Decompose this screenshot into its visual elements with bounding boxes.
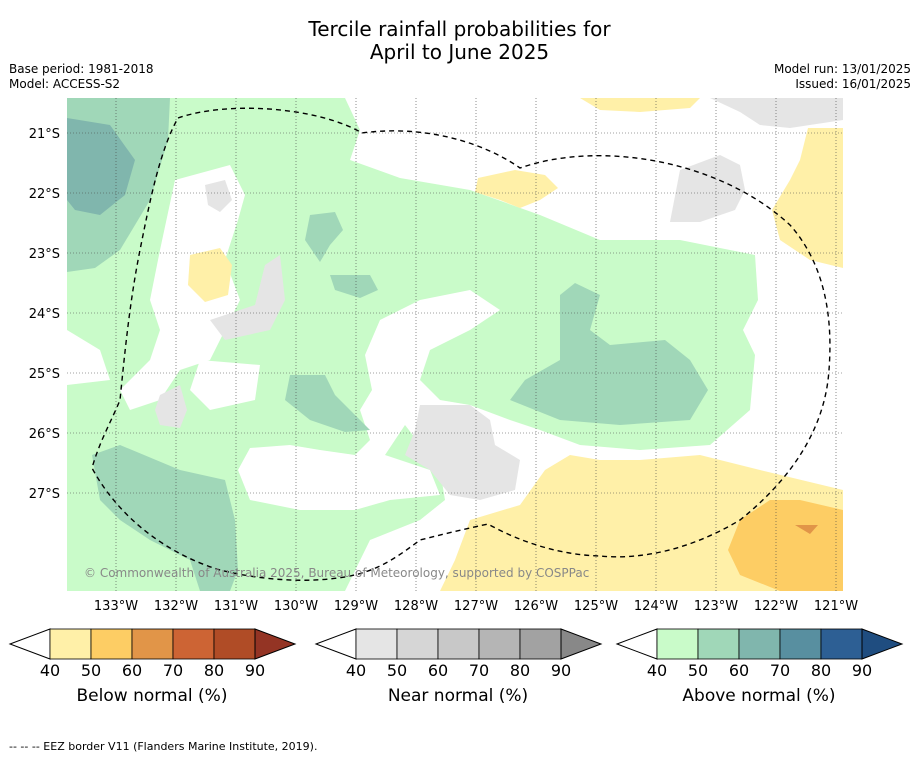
lon-label: 129°W [334,599,378,614]
colorbar-tick: 80 [204,661,224,680]
colorbar-above-normal: 40 50 60 70 80 90 [615,628,904,680]
lon-label: 126°W [514,599,558,614]
colorbar-swatch [131,628,174,660]
title-line-1: Tercile rainfall probabilities for [308,17,611,41]
colorbar-swatch [437,628,480,660]
colorbar-tick: 50 [81,661,101,680]
colorbar-swatch [478,628,521,660]
lon-label: 131°W [214,599,258,614]
colorbar-tick: 50 [688,661,708,680]
map-gridlines [67,98,843,591]
lon-label: 123°W [694,599,738,614]
lat-label: 23°S [29,247,60,262]
eez-footnote: -- -- -- EEZ border V11 (Flanders Marine… [9,740,318,753]
colorbar-swatch [519,628,562,660]
copyright-text: © Commonwealth of Australia 2025, Bureau… [84,566,589,580]
base-period: Base period: 1981-2018 [9,62,154,76]
lon-label: 121°W [814,599,858,614]
lon-label: 127°W [454,599,498,614]
colorbar-max-extend [560,628,603,660]
colorbar-swatch [738,628,781,660]
colorbar-tick: 60 [428,661,448,680]
issued-date: Issued: 16/01/2025 [795,77,911,91]
colorbar-tick: 40 [40,661,60,680]
colorbar-tick: 90 [551,661,571,680]
map-title: Tercile rainfall probabilities for April… [0,18,919,64]
lat-label: 21°S [29,127,60,142]
lat-label: 24°S [29,307,60,322]
lon-label: 133°W [94,599,138,614]
colorbar-tick: 70 [469,661,489,680]
colorbar-swatch [172,628,215,660]
colorbar-tick: 80 [811,661,831,680]
lat-label: 27°S [29,487,60,502]
lon-label: 130°W [274,599,318,614]
lon-label: 128°W [394,599,438,614]
colorbar-tick: 90 [245,661,265,680]
meta-right: Model run: 13/01/2025 Issued: 16/01/2025 [774,62,911,92]
colorbar-tick: 70 [163,661,183,680]
colorbar-swatch [656,628,699,660]
lon-label: 125°W [574,599,618,614]
lat-axis: 21°S 22°S 23°S 24°S 25°S 26°S 27°S [29,127,60,502]
probability-fields [67,98,843,591]
colorbar-tick: 50 [387,661,407,680]
colorbar-tick: 90 [852,661,872,680]
lon-label: 122°W [754,599,798,614]
colorbar-swatch [355,628,398,660]
colorbar-max-extend [861,628,904,660]
colorbar-label-near: Near normal (%) [387,686,529,706]
colorbar-min-extend [8,628,51,660]
colorbar-tick: 70 [770,661,790,680]
colorbar-label-below: Below normal (%) [76,686,228,706]
model-name: Model: ACCESS-S2 [9,77,121,91]
model-run: Model run: 13/01/2025 [773,62,911,76]
title-line-2: April to June 2025 [369,40,550,64]
lat-label: 26°S [29,427,60,442]
colorbar-tick: 40 [647,661,667,680]
near-normal-region [405,405,520,500]
colorbar-swatch [396,628,439,660]
colorbar-below-normal: 40 50 60 70 80 90 [8,628,297,680]
colorbar-swatch [49,628,92,660]
colorbar-near-normal: 40 50 60 70 80 90 [314,628,603,680]
colorbar-max-extend [254,628,297,660]
lat-label: 22°S [29,187,60,202]
colorbar-swatch [90,628,133,660]
lon-label: 124°W [634,599,678,614]
colorbar-min-extend [314,628,357,660]
lat-label: 25°S [29,367,60,382]
colorbar-swatch [779,628,822,660]
meta-left: Base period: 1981-2018 Model: ACCESS-S2 [9,62,154,92]
colorbar-swatch [820,628,863,660]
colorbar-tick: 60 [122,661,142,680]
above-normal-region [67,98,758,591]
lon-axis: 133°W 132°W 131°W 130°W 129°W 128°W 127°… [94,599,858,614]
colorbar-min-extend [615,628,658,660]
colorbar-tick: 60 [729,661,749,680]
colorbar-label-above: Above normal (%) [682,686,836,706]
colorbar-tick: 40 [346,661,366,680]
lon-label: 132°W [154,599,198,614]
colorbar-tick: 80 [510,661,530,680]
colorbar-swatch [697,628,740,660]
colorbar-swatch [213,628,256,660]
